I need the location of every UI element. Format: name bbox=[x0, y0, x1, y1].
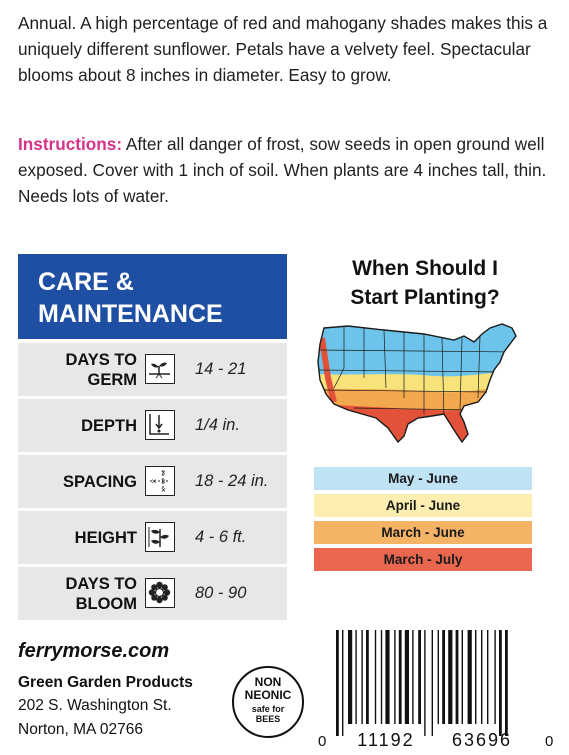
barcode-bar bbox=[461, 630, 463, 724]
badge-line4: BEES bbox=[255, 714, 281, 724]
barcode-bar bbox=[398, 630, 402, 724]
barcode-bar bbox=[448, 630, 453, 724]
barcode-check-digit: 0 bbox=[545, 733, 553, 750]
barcode-group1: 11192 bbox=[357, 730, 414, 750]
care-title-line2: MAINTENANCE bbox=[38, 300, 223, 328]
care-row-days-to-bloom: DAYS TO BLOOM 80 - 90 bbox=[18, 567, 287, 620]
svg-text:×: × bbox=[161, 469, 167, 477]
badge-line2: NEONIC bbox=[244, 688, 292, 702]
badge-line3: safe for bbox=[251, 704, 285, 714]
instructions-paragraph: Instructions: After all danger of frost,… bbox=[18, 131, 558, 209]
barcode: 0 11192 63696 0 bbox=[316, 628, 558, 750]
planting-title-line2: Start Planting? bbox=[350, 286, 500, 309]
care-row-value: 80 - 90 bbox=[195, 584, 247, 602]
website-url: ferrymorse.com bbox=[18, 640, 170, 662]
company-street: 202 S. Washington St. bbox=[18, 697, 172, 714]
barcode-bar bbox=[374, 630, 377, 724]
depth-icon bbox=[145, 410, 175, 440]
care-row-depth: DEPTH 1/4 in. bbox=[18, 399, 287, 452]
planting-title: When Should I Start Planting? bbox=[310, 254, 540, 312]
care-maintenance-header: CARE & MAINTENANCE bbox=[18, 254, 287, 339]
barcode-bar bbox=[481, 630, 483, 724]
care-row-spacing: SPACING × × × × 18 - 24 in. bbox=[18, 455, 287, 508]
care-row-label: SPACING bbox=[63, 472, 137, 491]
barcode-bar bbox=[487, 630, 489, 724]
barcode-bars bbox=[336, 630, 508, 736]
barcode-bar bbox=[467, 630, 472, 724]
barcode-bar bbox=[494, 630, 496, 724]
care-row-label: DEPTH bbox=[81, 416, 137, 435]
barcode-bar bbox=[418, 630, 421, 724]
usa-zone-map bbox=[314, 318, 532, 458]
care-maintenance-panel: CARE & MAINTENANCE DAYS TO GERM 14 - 21 … bbox=[18, 254, 287, 620]
plant-height-icon bbox=[145, 522, 175, 552]
barcode-bar bbox=[361, 630, 363, 724]
spacing-icon: × × × × bbox=[145, 466, 175, 496]
barcode-bar bbox=[412, 630, 414, 724]
planting-title-line1: When Should I bbox=[352, 257, 498, 280]
zone-march-july: March - July bbox=[314, 548, 532, 571]
barcode-bar bbox=[442, 630, 445, 724]
company-name: Green Garden Products bbox=[18, 674, 193, 691]
zone-may-june: May - June bbox=[314, 467, 532, 490]
company-city: Norton, MA 02766 bbox=[18, 721, 143, 738]
care-row-value: 1/4 in. bbox=[195, 416, 240, 434]
barcode-bar bbox=[499, 630, 502, 736]
barcode-bar bbox=[385, 630, 390, 724]
instructions-text: After all danger of frost, sow seeds in … bbox=[18, 134, 547, 206]
barcode-bar bbox=[394, 630, 396, 724]
svg-text:×: × bbox=[161, 486, 167, 494]
barcode-bar bbox=[348, 630, 353, 724]
barcode-bar bbox=[355, 630, 357, 724]
barcode-bar bbox=[380, 630, 383, 724]
care-row-days-to-germ: DAYS TO GERM 14 - 21 bbox=[18, 343, 287, 396]
zone-march-june: March - June bbox=[314, 521, 532, 544]
barcode-bar bbox=[366, 630, 369, 724]
barcode-bar bbox=[424, 630, 426, 736]
zone-april-june: April - June bbox=[314, 494, 532, 517]
care-row-label: HEIGHT bbox=[74, 528, 137, 547]
svg-text:×: × bbox=[151, 478, 157, 486]
non-neonic-badge: NON NEONIC safe for BEES bbox=[232, 666, 304, 738]
barcode-lead-digit: 0 bbox=[318, 733, 326, 750]
flower-icon bbox=[145, 578, 175, 608]
product-description: Annual. A high percentage of red and mah… bbox=[18, 13, 548, 85]
care-row-value: 14 - 21 bbox=[195, 360, 247, 378]
seedling-icon bbox=[145, 354, 175, 384]
care-row-label: DAYS TO GERM bbox=[65, 350, 137, 389]
barcode-bar bbox=[437, 630, 439, 724]
barcode-bar bbox=[336, 630, 339, 736]
barcode-bar bbox=[404, 630, 409, 724]
care-row-value: 4 - 6 ft. bbox=[195, 528, 247, 546]
barcode-bar bbox=[342, 630, 344, 736]
barcode-group2: 63696 bbox=[452, 730, 512, 750]
care-title-line1: CARE & bbox=[38, 268, 134, 296]
care-row-label-line2: BLOOM bbox=[75, 594, 137, 613]
barcode-bar bbox=[475, 630, 477, 724]
care-row-label-line1: DAYS TO bbox=[65, 574, 137, 593]
svg-text:×: × bbox=[161, 478, 167, 486]
barcode-bar bbox=[505, 630, 508, 736]
care-row-label: DAYS TO BLOOM bbox=[65, 567, 137, 620]
instructions-label: Instructions: bbox=[18, 134, 123, 154]
care-row-value: 18 - 24 in. bbox=[195, 472, 269, 490]
care-row-height: HEIGHT 4 - 6 ft. bbox=[18, 511, 287, 564]
barcode-bar bbox=[455, 630, 459, 724]
barcode-bar bbox=[431, 630, 433, 736]
badge-line1: NON bbox=[254, 675, 282, 689]
